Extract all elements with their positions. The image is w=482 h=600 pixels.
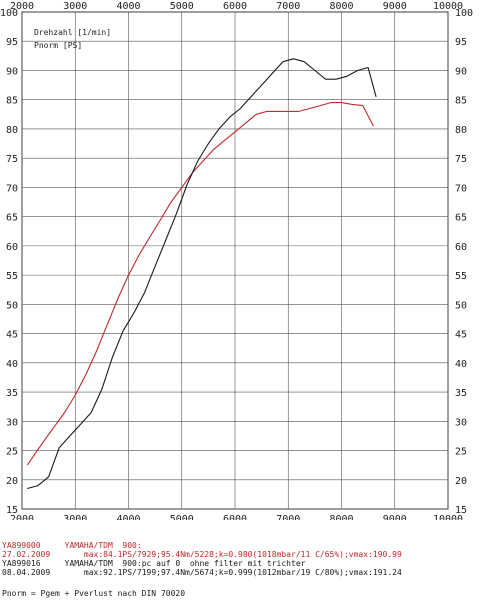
x-tick-label-bottom: 2000 — [10, 514, 34, 520]
x-tick-label-bottom: 10000 — [433, 514, 463, 520]
y-tick-label-left: 25 — [6, 447, 18, 458]
y-tick-label-right: 45 — [455, 330, 467, 341]
y-tick-label-left: 95 — [6, 37, 18, 48]
y-tick-label-left: 100 — [0, 8, 18, 19]
run2-line1: YA899016 YAMAHA/TDM 900:pc auf 0 ohne fi… — [2, 559, 305, 568]
run1-line1: YA899000 YAMAHA/TDM 900: — [2, 541, 142, 550]
y-tick-label-left: 80 — [6, 125, 18, 136]
y-tick-label-left: 30 — [6, 417, 18, 428]
y-tick-label-left: 20 — [6, 476, 18, 487]
y-tick-label-right: 65 — [455, 213, 467, 224]
x-ticks-top: 2000 3000 4000 5000 6000 7000 8000 9000 10000 — [10, 1, 463, 12]
y-tick-label-right: 90 — [455, 66, 467, 77]
y-tick-label-right: 80 — [455, 125, 467, 136]
y-tick-label-right: 30 — [455, 417, 467, 428]
y-tick-label-right: 70 — [455, 183, 467, 194]
y-tick-label-left: 15 — [6, 505, 18, 516]
y-tick-label-left: 60 — [6, 242, 18, 253]
y-tick-label-left: 50 — [6, 300, 18, 311]
y-tick-label-right: 75 — [455, 154, 467, 165]
y-axis-label: Pnorm [PS] — [34, 41, 82, 50]
y-tick-label-left: 70 — [6, 183, 18, 194]
x-tick-label-bottom: 9000 — [383, 514, 407, 520]
y-tick-label-right: 60 — [455, 242, 467, 253]
grid — [21, 11, 449, 510]
x-tick-label-top: 4000 — [116, 1, 140, 12]
y-tick-label-right: 20 — [455, 476, 467, 487]
series-line-YA899016 — [27, 58, 377, 490]
x-tick-label-top: 9000 — [383, 1, 407, 12]
run2-vehicle: YAMAHA/TDM 900:pc auf 0 ohne filter mit … — [64, 559, 306, 568]
x-tick-label-bottom: 7000 — [276, 514, 300, 520]
run2-stats: max:92.1PS/7199;97.4Nm/5674;k=0.999(1012… — [83, 568, 402, 577]
x-tick-label-bottom: 8000 — [329, 514, 353, 520]
run2-id: YA899016 — [2, 559, 41, 568]
run1-id: YA899000 — [2, 541, 41, 550]
y-tick-label-right: 15 — [455, 505, 467, 516]
x-tick-label-top: 8000 — [329, 1, 353, 12]
x-tick-label-bottom: 3000 — [63, 514, 87, 520]
x-tick-label-top: 6000 — [223, 1, 247, 12]
y-tick-label-left: 65 — [6, 213, 18, 224]
x-tick-label-top: 7000 — [276, 1, 300, 12]
y-tick-label-right: 35 — [455, 388, 467, 399]
y-tick-label-right: 95 — [455, 37, 467, 48]
y-tick-label-right: 40 — [455, 359, 467, 370]
series-line-YA899000 — [26, 102, 374, 466]
run2-date: 08.04.2009 — [2, 568, 51, 577]
series-lines — [26, 58, 377, 490]
y-ticks-right: 15 20 25 30 35 40 45 50 55 60 65 70 75 80 85 90 95 100 — [455, 8, 473, 516]
norm-formula: Pnorm = Pgem + Pverlust nach DIN 70020 — [2, 589, 186, 598]
y-tick-label-left: 85 — [6, 96, 18, 107]
y-tick-label-right: 25 — [455, 447, 467, 458]
y-tick-label-left: 90 — [6, 66, 18, 77]
y-tick-label-right: 55 — [455, 271, 467, 282]
x-axis-label: Drehzahl [1/min] — [34, 28, 111, 37]
run1-date: 27.02.2009 — [2, 550, 51, 559]
power-chart: 2000 3000 4000 5000 6000 7000 8000 9000 10000 20… — [0, 1, 473, 520]
x-tick-label-bottom: 4000 — [116, 514, 140, 520]
x-tick-label-top: 10000 — [433, 1, 463, 12]
x-tick-label-top: 5000 — [170, 1, 194, 12]
y-tick-label-left: 55 — [6, 271, 18, 282]
run1-line2: 27.02.2009 max:84.1PS/7929;95.4Nm/5228;k… — [2, 550, 402, 559]
run1-vehicle: YAMAHA/TDM 900: — [64, 541, 142, 550]
run1-stats: max:84.1PS/7929;95.4Nm/5228;k=0.980(1018… — [83, 550, 402, 559]
y-tick-label-right: 100 — [455, 8, 473, 19]
y-tick-label-right: 85 — [455, 96, 467, 107]
y-tick-label-right: 50 — [455, 300, 467, 311]
y-ticks-left: 15 20 25 30 35 40 45 50 55 60 65 70 75 80 85 90 95 100 — [0, 8, 18, 516]
y-tick-label-left: 75 — [6, 154, 18, 165]
x-tick-label-bottom: 5000 — [170, 514, 194, 520]
x-tick-label-bottom: 6000 — [223, 514, 247, 520]
x-tick-label-top: 3000 — [63, 1, 87, 12]
run2-line2: 08.04.2009 max:92.1PS/7199;97.4Nm/5674;k… — [2, 568, 402, 577]
x-tick-label-top: 2000 — [10, 1, 34, 12]
y-tick-label-left: 45 — [6, 330, 18, 341]
y-tick-label-left: 35 — [6, 388, 18, 399]
x-ticks-bottom: 2000 3000 4000 5000 6000 7000 8000 9000 10000 — [10, 514, 463, 520]
y-tick-label-left: 40 — [6, 359, 18, 370]
